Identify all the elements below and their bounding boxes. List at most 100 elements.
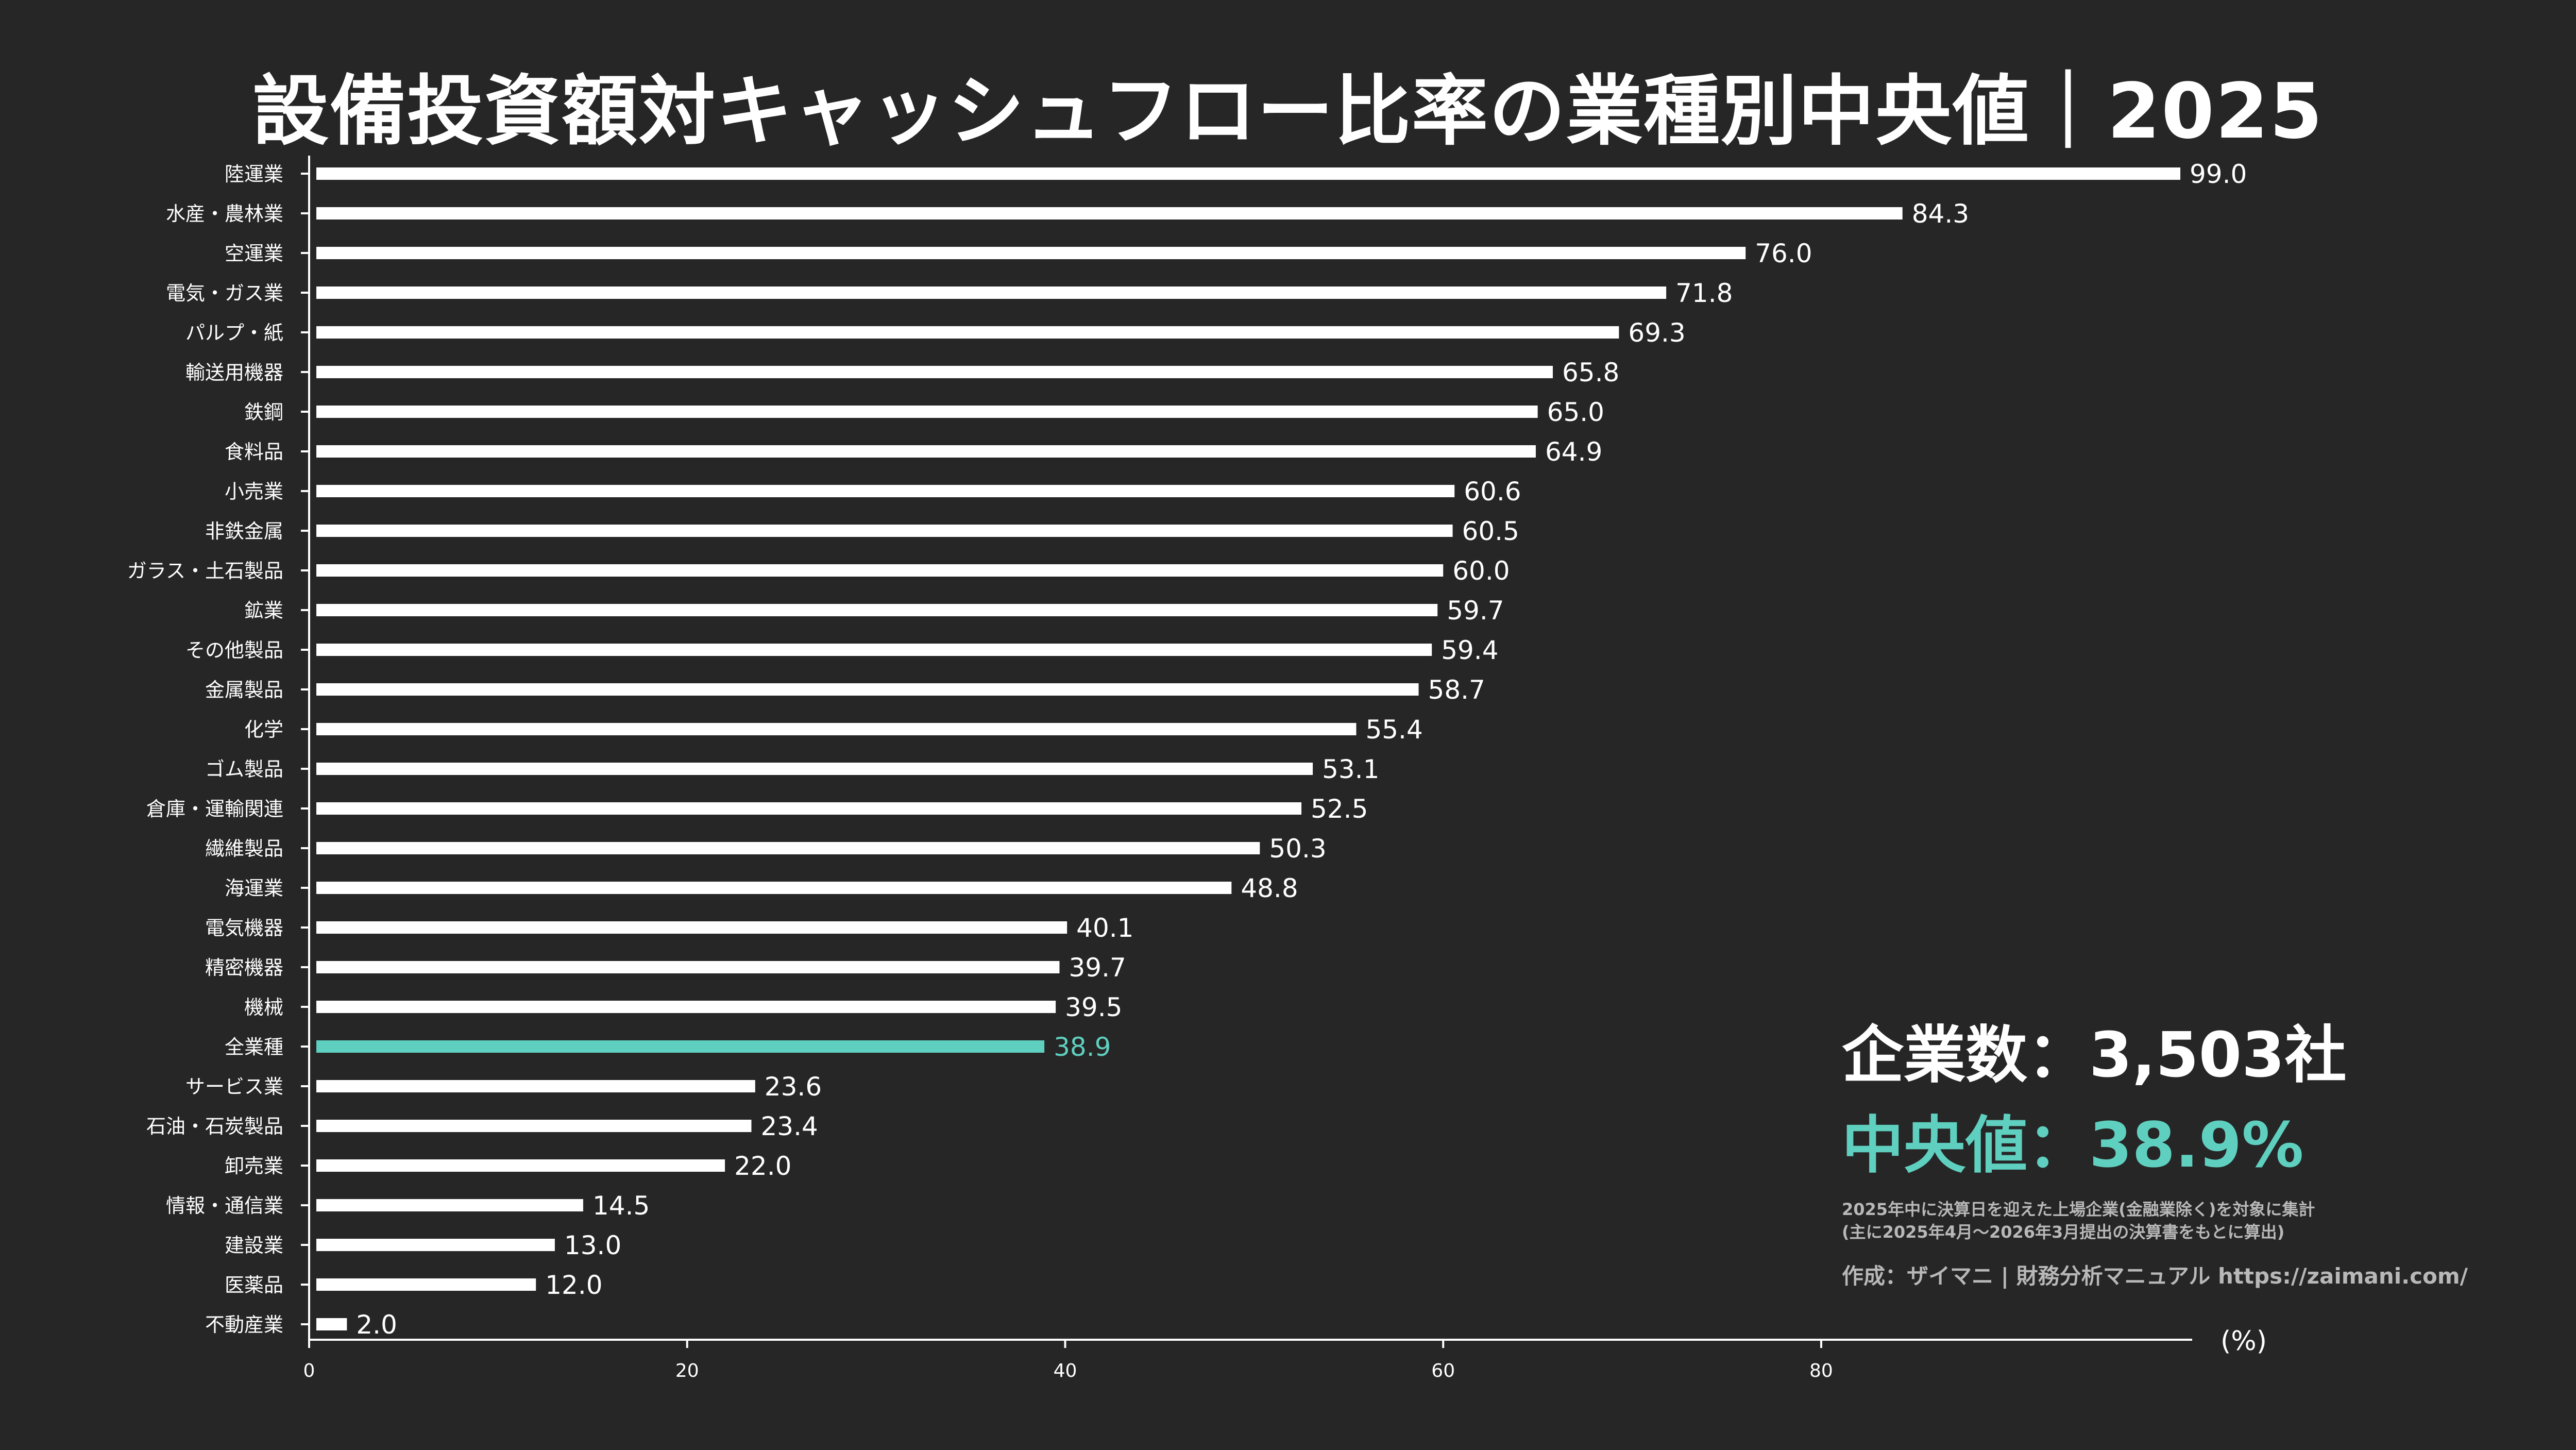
value-label: 59.4 [1441, 635, 1498, 665]
value-label: 64.9 [1545, 437, 1602, 467]
value-label: 38.9 [1054, 1032, 1111, 1062]
category-label: 空運業 [225, 242, 283, 265]
chart-title: 設備投資額対キャッシュフロー比率の業種別中央値｜2025 [252, 67, 2324, 156]
category-label: その他製品 [185, 639, 283, 662]
category-label: 電気・ガス業 [166, 282, 283, 305]
category-label: 不動産業 [205, 1313, 283, 1336]
category-label: ガラス・土石製品 [127, 560, 283, 582]
category-label: 全業種 [225, 1036, 283, 1058]
value-label: 23.6 [765, 1072, 822, 1102]
value-label: 12.0 [545, 1270, 602, 1300]
value-label: 50.3 [1269, 834, 1326, 864]
value-label: 53.1 [1322, 754, 1379, 784]
value-label: 60.6 [1464, 477, 1521, 507]
category-label: サービス業 [185, 1075, 283, 1098]
value-label: 23.4 [760, 1111, 818, 1141]
bar [316, 802, 1302, 815]
value-label: 60.0 [1452, 556, 1510, 586]
value-label: 84.3 [1912, 199, 1969, 229]
category-label: 化学 [244, 718, 283, 741]
bar [316, 763, 1313, 775]
value-label: 76.0 [1755, 239, 1812, 268]
bar [316, 406, 1538, 418]
bar [316, 961, 1060, 973]
bar [316, 1318, 347, 1330]
median-value-label: 中央値：38.9% [1842, 1110, 2304, 1182]
category-label: 輸送用機器 [185, 361, 283, 384]
value-label: 2.0 [356, 1310, 397, 1340]
category-label: 鉄鋼 [244, 401, 283, 424]
bar [316, 1199, 583, 1211]
bar [316, 1001, 1056, 1013]
x-tick-label: 60 [1431, 1360, 1455, 1381]
category-label: 小売業 [225, 480, 283, 503]
category-label: 医薬品 [225, 1274, 283, 1296]
bar [316, 564, 1444, 577]
credit-line: 作成：ザイマニ | 財務分析マニュアル https://zaimani.com/ [1842, 1263, 2468, 1289]
bar [316, 1120, 752, 1132]
bar [316, 445, 1536, 458]
bar [316, 1278, 536, 1291]
bar [316, 644, 1432, 656]
category-label: 海運業 [225, 877, 283, 900]
category-label: 食料品 [225, 441, 283, 463]
value-label: 58.7 [1428, 675, 1485, 705]
category-label: 石油・石炭製品 [146, 1115, 283, 1138]
value-label: 71.8 [1675, 278, 1733, 308]
value-label: 14.5 [592, 1191, 650, 1221]
bar [316, 525, 1453, 537]
bar [316, 247, 1746, 259]
x-unit-label: (%) [2221, 1326, 2267, 1357]
bar [316, 1159, 725, 1172]
bar [316, 842, 1260, 854]
value-label: 55.4 [1365, 715, 1422, 745]
value-label: 13.0 [564, 1230, 621, 1260]
bar [316, 921, 1067, 934]
value-label: 69.3 [1628, 318, 1685, 348]
bar [316, 1080, 755, 1092]
category-label: 倉庫・運輸関連 [146, 798, 283, 820]
x-tick-label: 40 [1054, 1360, 1077, 1381]
bar [316, 683, 1419, 696]
category-label: 鉱業 [244, 599, 283, 622]
bar [316, 326, 1619, 339]
value-label: 40.1 [1076, 913, 1133, 943]
category-label: 電気機器 [205, 917, 283, 939]
category-label: パルプ・紙 [185, 322, 283, 344]
bar [316, 882, 1232, 894]
bar [316, 207, 1903, 220]
note-line-1: 2025年中に決算日を迎えた上場企業(金融業除く)を対象に集計 [1842, 1200, 2315, 1219]
bar [316, 604, 1438, 616]
category-label: 機械 [244, 996, 283, 1019]
x-tick-label: 0 [303, 1360, 315, 1381]
category-label: 精密機器 [205, 956, 283, 979]
category-label: 繊維製品 [205, 837, 283, 860]
x-tick-label: 80 [1809, 1360, 1833, 1381]
category-label: 建設業 [225, 1234, 283, 1257]
category-label: 情報・通信業 [166, 1194, 283, 1217]
value-label: 39.5 [1065, 992, 1122, 1022]
category-label: ゴム製品 [205, 758, 283, 781]
bar [316, 286, 1667, 299]
note-line-2: (主に2025年4月〜2026年3月提出の決算書をもとに算出) [1842, 1222, 2285, 1242]
value-label: 22.0 [734, 1151, 791, 1181]
bar [316, 723, 1357, 735]
category-label: 金属製品 [205, 679, 283, 701]
category-label: 陸運業 [225, 163, 283, 186]
value-label: 99.0 [2190, 159, 2247, 189]
value-label: 59.7 [1447, 596, 1504, 626]
bar-highlight [316, 1040, 1045, 1053]
bar [316, 167, 2180, 180]
value-label: 52.5 [1311, 794, 1368, 824]
value-label: 60.5 [1462, 516, 1519, 546]
category-label: 卸売業 [225, 1155, 283, 1177]
bar [316, 1239, 555, 1251]
bar [316, 485, 1455, 497]
company-count-label: 企業数：3,503社 [1842, 1020, 2347, 1091]
category-label: 非鉄金属 [205, 520, 283, 543]
bar [316, 366, 1553, 378]
x-tick-label: 20 [675, 1360, 699, 1381]
value-label: 65.0 [1547, 397, 1604, 427]
